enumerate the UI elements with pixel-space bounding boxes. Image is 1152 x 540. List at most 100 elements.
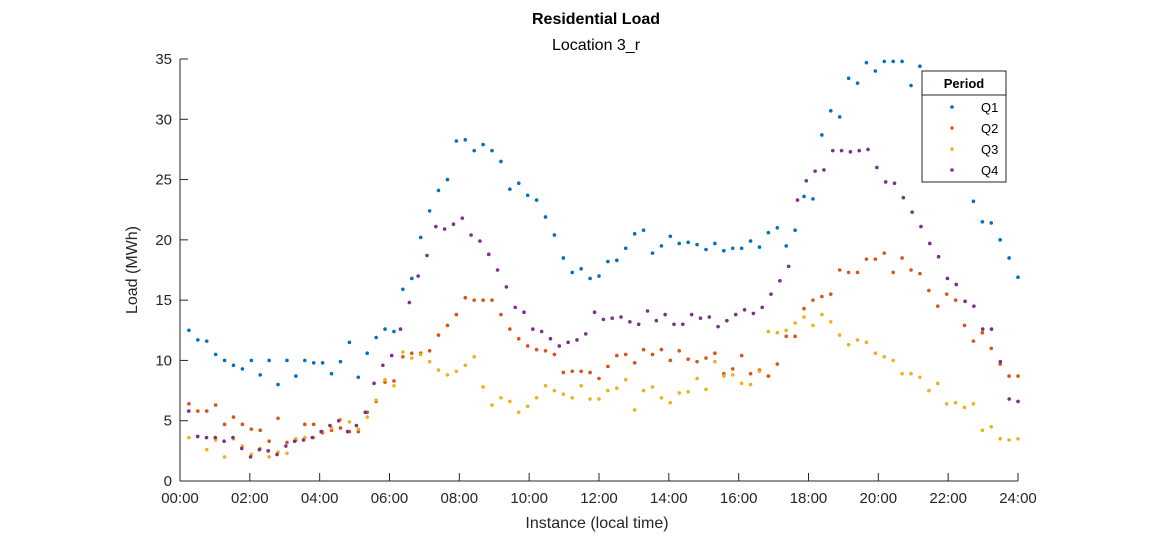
data-point [543, 383, 548, 388]
data-point [354, 423, 359, 428]
data-point [427, 209, 432, 213]
data-point [713, 351, 717, 355]
data-point [742, 307, 747, 312]
data-point [303, 358, 307, 363]
data-point [481, 298, 485, 302]
data-point [672, 322, 676, 327]
data-point [659, 244, 664, 248]
data-point [516, 410, 521, 415]
y-tick-label: 10 [155, 352, 172, 369]
data-point [820, 312, 824, 317]
data-point [401, 355, 405, 359]
data-point [575, 338, 579, 342]
data-point [998, 359, 1003, 364]
data-point [766, 374, 771, 378]
data-point [195, 434, 200, 439]
data-point [650, 352, 655, 357]
y-tick-label: 5 [164, 413, 172, 430]
data-point [539, 329, 544, 334]
data-point [525, 404, 530, 409]
data-point [490, 148, 494, 153]
data-point [641, 228, 646, 233]
data-point [579, 369, 583, 374]
data-point [713, 241, 717, 246]
data-point [389, 353, 394, 358]
data-point [240, 422, 245, 427]
data-point [196, 409, 200, 413]
legend-marker-q2 [950, 126, 954, 130]
data-point [292, 439, 297, 444]
data-point [686, 240, 690, 245]
data-point [695, 376, 699, 381]
data-point [187, 402, 191, 406]
data-point [891, 59, 895, 64]
data-point [963, 299, 967, 304]
data-point [606, 364, 610, 369]
data-point [531, 327, 535, 331]
x-tick-label: 08:00 [441, 490, 479, 507]
data-point [204, 447, 209, 452]
series-q1 [187, 59, 1020, 387]
data-point [436, 188, 441, 193]
x-tick-label: 02:00 [231, 490, 269, 507]
data-point [935, 304, 940, 308]
data-point [739, 353, 744, 358]
data-point [579, 266, 583, 271]
series-q2 [187, 251, 1020, 445]
data-point [365, 415, 370, 419]
data-point [659, 396, 664, 400]
data-point [436, 368, 441, 372]
data-point [508, 327, 512, 331]
data-point [418, 235, 423, 240]
data-point [239, 446, 244, 451]
data-point [900, 371, 904, 376]
data-point [704, 356, 708, 360]
data-point [258, 373, 263, 377]
data-point [650, 385, 655, 389]
data-point [882, 59, 887, 64]
data-point [900, 59, 904, 64]
data-point [499, 159, 503, 164]
data-point [552, 352, 557, 357]
data-point [828, 320, 833, 324]
data-point [534, 396, 539, 400]
chart-subtitle: Location 3_r [552, 37, 641, 54]
data-point [891, 358, 895, 363]
data-point [748, 371, 753, 376]
data-point [481, 142, 485, 147]
data-point [338, 359, 343, 364]
data-point [980, 219, 985, 224]
data-point [374, 335, 378, 340]
data-point [516, 181, 521, 185]
data-point [588, 276, 592, 281]
y-axis-label: Load (MWh) [124, 226, 141, 314]
data-point [258, 428, 263, 433]
data-point [811, 323, 815, 328]
data-point [561, 256, 566, 260]
data-point [187, 328, 191, 333]
data-point [522, 310, 526, 315]
data-point [713, 359, 717, 364]
data-point [187, 409, 191, 413]
data-point [416, 274, 420, 278]
legend-box [921, 70, 1007, 183]
data-point [855, 270, 860, 275]
data-point [953, 298, 958, 302]
data-point [739, 381, 744, 386]
data-point [855, 81, 860, 85]
x-tick-label: 14:00 [650, 490, 688, 507]
data-point [695, 242, 699, 247]
data-point [855, 338, 860, 342]
data-point [566, 340, 570, 345]
legend-marker-q3 [950, 147, 954, 151]
data-point [828, 292, 833, 296]
data-point [654, 318, 659, 323]
data-point [784, 328, 789, 333]
data-point [285, 440, 289, 445]
data-point [971, 199, 976, 204]
data-point [828, 109, 833, 113]
data-point [641, 388, 646, 393]
data-point [945, 276, 950, 281]
data-point [802, 315, 806, 319]
